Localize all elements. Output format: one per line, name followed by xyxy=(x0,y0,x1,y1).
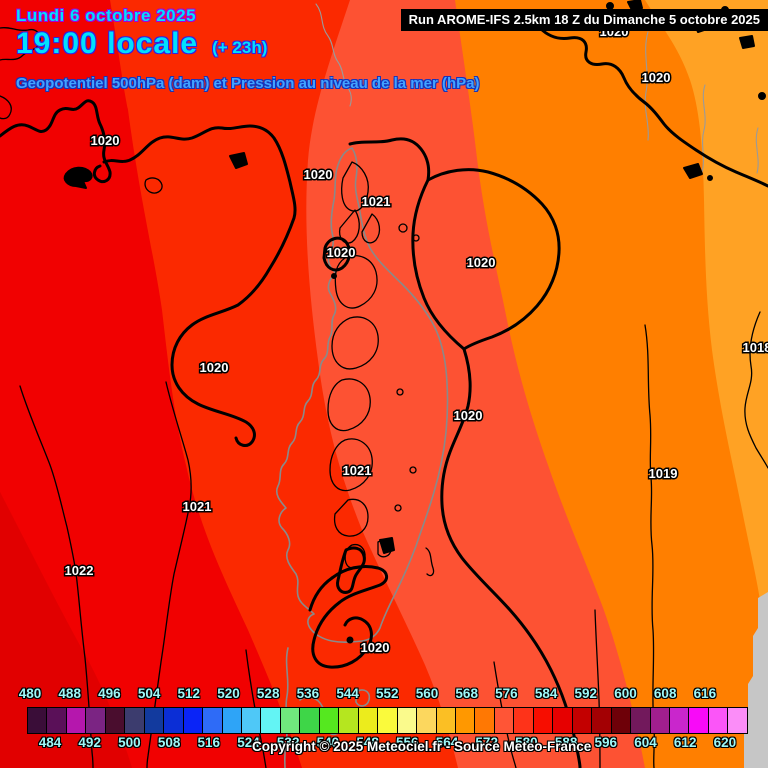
pressure-labels: 1020 1020 1021 1020 1020 1020 1020 1018 1019 1020… xyxy=(63,23,768,657)
isobar-1020-west xyxy=(0,99,112,184)
pressure-label: 1019 xyxy=(649,466,678,481)
date-label: Lundi 6 octobre 2025 xyxy=(16,6,197,25)
pressure-label: 1020 xyxy=(642,70,671,85)
nodata-corner xyxy=(744,592,768,768)
pressure-label: 1020 xyxy=(361,640,390,655)
pressure-label: 1020 xyxy=(454,408,483,423)
corsica-coast xyxy=(275,147,449,643)
pressure-label: 1020 xyxy=(200,360,229,375)
band-orange xyxy=(455,0,768,768)
pressure-label: 1020 xyxy=(467,255,496,270)
pressure-label: 1020 xyxy=(304,167,333,182)
admin-borders xyxy=(315,3,759,174)
pressure-label: 1021 xyxy=(343,463,372,478)
pressure-label: 1022 xyxy=(65,563,94,578)
copyright-label: Copyright © 2025 Meteociel.fr - Source M… xyxy=(252,739,592,754)
isobar-1020-south xyxy=(311,564,388,669)
pressure-label: 1018 xyxy=(743,340,768,355)
isobar-1022 xyxy=(19,385,94,768)
isobar-1018 xyxy=(744,311,768,469)
forecast-offset-label: (+ 23h) xyxy=(212,38,268,57)
pressure-label: 1021 xyxy=(183,499,212,514)
italy-coast xyxy=(538,26,768,188)
isobar-1020-loop xyxy=(426,168,561,351)
pressure-label: 1020 xyxy=(327,245,356,260)
pressure-label: 1020 xyxy=(91,133,120,148)
title-block: Lundi 6 octobre 2025 19:00 locale (+ 23h… xyxy=(16,6,479,92)
band-dark-red xyxy=(0,492,132,768)
time-label: 19:00 locale xyxy=(16,27,199,60)
pressure-label: 1021 xyxy=(362,194,391,209)
map-subtitle: Geopotentiel 500hPa (dam) et Pression au… xyxy=(16,75,480,92)
isobar-1021 xyxy=(146,381,192,768)
model-run-info: Run AROME-IFS 2.5km 18 Z du Dimanche 5 o… xyxy=(400,9,768,31)
